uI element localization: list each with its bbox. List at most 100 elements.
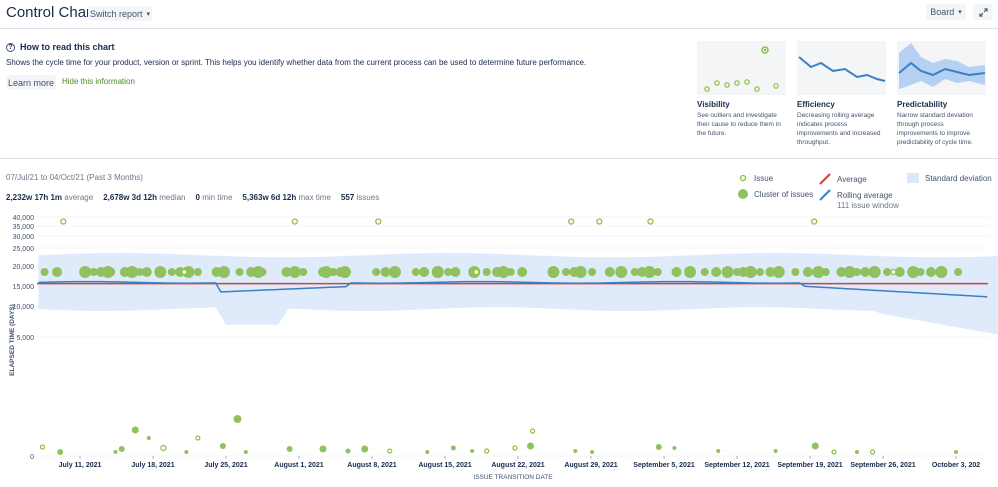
- cluster-point[interactable]: [671, 267, 682, 277]
- cluster-point[interactable]: [711, 267, 722, 277]
- cluster-point[interactable]: [791, 268, 800, 276]
- cluster-point[interactable]: [425, 450, 430, 454]
- legend-average[interactable]: Average: [819, 173, 867, 185]
- outlier-issue-point[interactable]: [375, 218, 382, 225]
- cluster-point[interactable]: [286, 446, 293, 452]
- cluster-point[interactable]: [372, 268, 381, 276]
- issue-point[interactable]: [181, 268, 188, 276]
- issue-point[interactable]: [387, 448, 393, 454]
- issue-point[interactable]: [512, 445, 518, 451]
- cluster-point[interactable]: [574, 266, 587, 278]
- issue-point[interactable]: [831, 449, 837, 455]
- cluster-point[interactable]: [527, 442, 535, 450]
- cluster-point[interactable]: [883, 268, 892, 276]
- cluster-point[interactable]: [411, 268, 420, 276]
- cluster-point[interactable]: [146, 436, 151, 440]
- cluster-point[interactable]: [755, 268, 764, 276]
- cluster-point[interactable]: [836, 267, 847, 277]
- cluster-point[interactable]: [154, 266, 167, 278]
- cluster-point[interactable]: [40, 268, 49, 276]
- board-button[interactable]: Board ▾: [926, 4, 966, 20]
- cluster-point[interactable]: [821, 268, 830, 276]
- cluster-point[interactable]: [925, 267, 936, 277]
- cluster-point[interactable]: [482, 268, 491, 276]
- cluster-point[interactable]: [765, 267, 776, 277]
- cluster-point[interactable]: [288, 266, 301, 278]
- cluster-point[interactable]: [843, 266, 856, 278]
- fullscreen-button[interactable]: [973, 4, 993, 20]
- cluster-point[interactable]: [672, 446, 677, 450]
- legend-cluster[interactable]: Cluster of issues: [738, 189, 813, 199]
- cluster-point[interactable]: [868, 266, 881, 278]
- cluster-point[interactable]: [517, 267, 528, 277]
- cluster-point[interactable]: [141, 267, 152, 277]
- cluster-point[interactable]: [126, 266, 139, 278]
- cluster-point[interactable]: [588, 268, 597, 276]
- cluster-point[interactable]: [561, 268, 570, 276]
- outlier-issue-point[interactable]: [291, 218, 298, 225]
- cluster-point[interactable]: [450, 267, 461, 277]
- cluster-point[interactable]: [431, 266, 444, 278]
- issue-point[interactable]: [869, 449, 876, 455]
- cluster-point[interactable]: [852, 268, 861, 276]
- cluster-point[interactable]: [167, 268, 176, 276]
- cluster-point[interactable]: [89, 268, 98, 276]
- cluster-point[interactable]: [450, 445, 456, 451]
- cluster-point[interactable]: [630, 268, 639, 276]
- cluster-point[interactable]: [854, 450, 859, 454]
- cluster-point[interactable]: [700, 268, 709, 276]
- cluster-point[interactable]: [345, 448, 351, 454]
- cluster-point[interactable]: [113, 450, 118, 454]
- control-chart[interactable]: 40,000 35,000 30,000 25,000 20,000 15,000 10,0…: [0, 210, 998, 487]
- issue-point[interactable]: [160, 444, 167, 452]
- cluster-point[interactable]: [118, 446, 125, 452]
- cluster-point[interactable]: [219, 443, 226, 449]
- cluster-point[interactable]: [419, 267, 430, 277]
- cluster-point[interactable]: [860, 267, 871, 277]
- cluster-point[interactable]: [573, 449, 578, 453]
- cluster-point[interactable]: [604, 267, 615, 277]
- cluster-point[interactable]: [935, 266, 948, 278]
- cluster-point[interactable]: [182, 266, 195, 278]
- learn-more-button[interactable]: Learn more: [6, 75, 56, 90]
- cluster-point[interactable]: [388, 266, 401, 278]
- cluster-point[interactable]: [299, 268, 308, 276]
- outlier-issue-point[interactable]: [568, 218, 575, 225]
- cluster-point[interactable]: [547, 266, 560, 278]
- outlier-issue-point[interactable]: [60, 218, 67, 225]
- cluster-point[interactable]: [716, 449, 721, 453]
- cluster-point[interactable]: [497, 266, 510, 278]
- cluster-point[interactable]: [744, 266, 757, 278]
- cluster-point[interactable]: [193, 268, 202, 276]
- cluster-point[interactable]: [338, 266, 351, 278]
- cluster-point[interactable]: [320, 266, 333, 278]
- cluster-point[interactable]: [135, 268, 144, 276]
- cluster-point[interactable]: [907, 266, 920, 278]
- hide-info-link[interactable]: Hide this information: [62, 77, 135, 86]
- cluster-point[interactable]: [773, 449, 778, 453]
- legend-rolling[interactable]: Rolling average: [819, 189, 893, 201]
- cluster-point[interactable]: [258, 268, 267, 276]
- cluster-point[interactable]: [319, 445, 327, 453]
- cluster-point[interactable]: [361, 445, 369, 453]
- issue-point[interactable]: [195, 435, 201, 441]
- cluster-point[interactable]: [444, 268, 453, 276]
- legend-stddev[interactable]: Standard deviation: [907, 173, 992, 183]
- cluster-point[interactable]: [684, 266, 697, 278]
- issue-point[interactable]: [890, 268, 897, 276]
- cluster-point[interactable]: [954, 268, 963, 276]
- cluster-point[interactable]: [506, 268, 515, 276]
- outlier-issue-point[interactable]: [811, 218, 818, 225]
- issue-point[interactable]: [529, 428, 536, 434]
- cluster-point[interactable]: [894, 267, 905, 277]
- issue-point[interactable]: [473, 268, 480, 276]
- cluster-point[interactable]: [233, 415, 242, 423]
- cluster-point[interactable]: [184, 450, 189, 454]
- cluster-point[interactable]: [329, 268, 338, 276]
- cluster-point[interactable]: [57, 449, 64, 455]
- cluster-point[interactable]: [79, 266, 92, 278]
- cluster-point[interactable]: [243, 450, 248, 454]
- cluster-point[interactable]: [235, 268, 244, 276]
- cluster-point[interactable]: [772, 266, 785, 278]
- cluster-point[interactable]: [954, 450, 958, 454]
